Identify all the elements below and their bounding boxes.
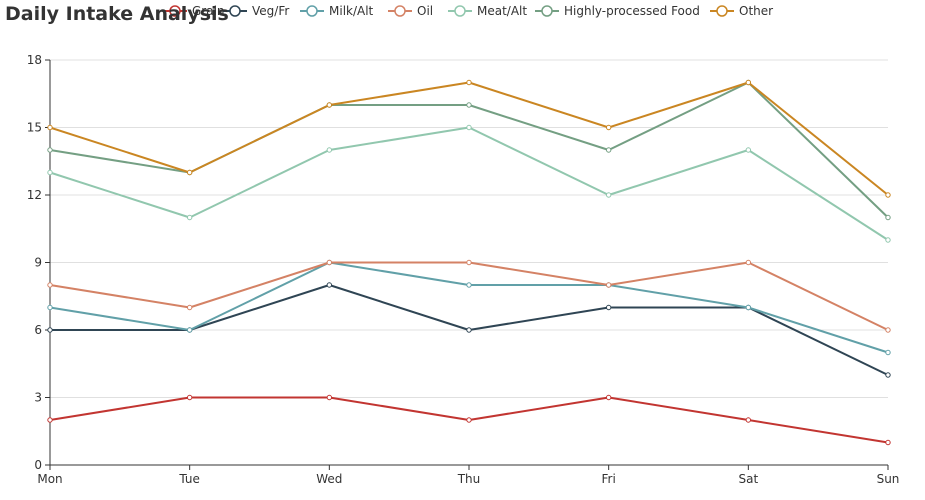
x-tick-label: Mon	[37, 472, 62, 486]
legend-label: Veg/Fr	[252, 4, 289, 18]
data-point[interactable]	[885, 237, 891, 243]
data-point[interactable]	[326, 394, 333, 401]
data-point[interactable]	[605, 192, 612, 198]
grid-lines	[50, 59, 888, 398]
data-point[interactable]	[466, 79, 472, 86]
axes: 0 3 6 9 12 15 18 Mon Tue Wed Thu Fri Sat Sun	[27, 53, 900, 486]
legend-item[interactable]: Milk/Alt	[300, 4, 374, 18]
data-point[interactable]	[326, 259, 333, 266]
data-point[interactable]	[326, 147, 333, 153]
data-point[interactable]	[466, 102, 472, 108]
data-point[interactable]	[605, 282, 612, 288]
x-tick-label: Wed	[316, 472, 342, 486]
data-point[interactable]	[186, 214, 193, 221]
data-point[interactable]	[326, 102, 333, 108]
y-tick-label: 0	[34, 458, 42, 472]
data-point[interactable]	[745, 417, 752, 423]
legend-label: Grain	[192, 4, 225, 18]
data-point[interactable]	[605, 124, 612, 131]
data-point[interactable]	[466, 282, 472, 288]
data-point[interactable]	[186, 169, 193, 176]
data-point[interactable]	[885, 214, 891, 221]
y-tick-label: 12	[27, 188, 42, 202]
data-point[interactable]	[885, 349, 891, 356]
data-point[interactable]	[605, 147, 612, 153]
legend-label: Highly-processed Food	[564, 4, 700, 18]
legend-item[interactable]: Grain	[163, 4, 225, 18]
x-tick-label: Fri	[602, 472, 616, 486]
y-tick-label: 15	[27, 121, 42, 135]
data-point[interactable]	[466, 417, 472, 423]
y-tick-label: 6	[34, 323, 42, 337]
series-lines	[47, 79, 891, 446]
data-point[interactable]	[47, 169, 53, 176]
legend-item[interactable]: Veg/Fr	[223, 4, 289, 18]
legend-item[interactable]: Other	[710, 4, 773, 18]
chart-title: Daily Intake Analysis	[5, 3, 229, 25]
legend-label: Other	[739, 4, 773, 18]
legend-marker	[716, 5, 728, 17]
series-6	[47, 79, 891, 198]
data-point[interactable]	[605, 304, 612, 311]
y-tick-label: 9	[34, 256, 42, 270]
data-point[interactable]	[466, 124, 472, 131]
legend-item[interactable]: Highly-processed Food	[535, 4, 700, 18]
legend-label: Milk/Alt	[329, 4, 374, 18]
data-point[interactable]	[885, 327, 891, 333]
data-point[interactable]	[326, 282, 333, 288]
data-point[interactable]	[47, 124, 53, 131]
legend-marker	[169, 5, 181, 17]
data-point[interactable]	[745, 259, 752, 266]
legend-marker	[394, 5, 406, 17]
legend-marker	[454, 5, 466, 17]
y-tick-label: 18	[27, 53, 42, 67]
data-point[interactable]	[186, 394, 193, 401]
data-point[interactable]	[745, 147, 752, 153]
series-line	[49, 126, 889, 241]
legend-label: Meat/Alt	[477, 4, 527, 18]
series-3	[47, 259, 891, 333]
data-point[interactable]	[605, 394, 612, 401]
data-point[interactable]	[466, 259, 472, 266]
series-4	[47, 124, 891, 243]
data-point[interactable]	[885, 192, 891, 198]
data-point[interactable]	[885, 372, 891, 378]
legend-item[interactable]: Meat/Alt	[448, 4, 527, 18]
data-point[interactable]	[186, 304, 193, 311]
data-point[interactable]	[47, 282, 53, 288]
data-point[interactable]	[745, 79, 752, 86]
data-point[interactable]	[745, 304, 752, 311]
series-2	[47, 259, 891, 356]
y-tick-label: 3	[34, 391, 42, 405]
data-point[interactable]	[47, 147, 53, 153]
data-point[interactable]	[885, 439, 891, 446]
data-point[interactable]	[47, 304, 53, 311]
series-5	[47, 79, 891, 221]
series-line	[49, 261, 889, 354]
data-point[interactable]	[186, 327, 193, 333]
series-line	[49, 261, 889, 331]
legend-marker	[229, 5, 241, 17]
legend-marker	[541, 5, 553, 17]
x-tick-label: Thu	[457, 472, 481, 486]
data-point[interactable]	[466, 327, 472, 333]
x-tick-label: Tue	[178, 472, 200, 486]
x-tick-label: Sun	[877, 472, 900, 486]
legend[interactable]: Grain Veg/Fr Milk/Alt Oil Meat/Alt Highly-pro…	[163, 4, 773, 18]
data-point[interactable]	[47, 417, 53, 423]
legend-marker	[306, 5, 318, 17]
series-0	[47, 394, 891, 446]
data-point[interactable]	[47, 327, 53, 333]
series-line	[49, 81, 889, 196]
legend-label: Oil	[417, 4, 433, 18]
legend-item[interactable]: Oil	[388, 4, 433, 18]
x-tick-label: Sat	[738, 472, 758, 486]
